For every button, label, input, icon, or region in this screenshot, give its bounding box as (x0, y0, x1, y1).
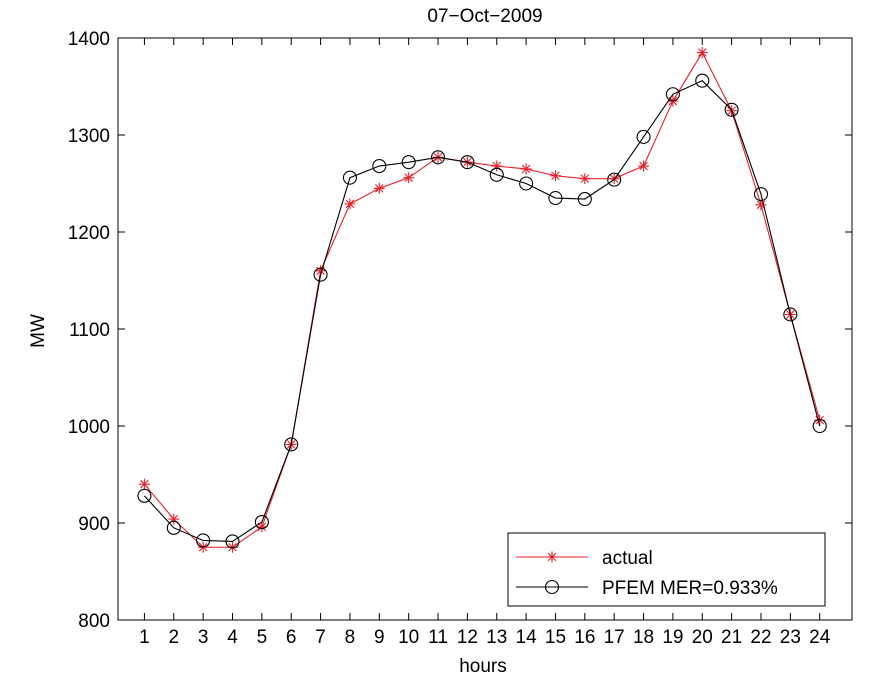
x-tick-label: 1 (139, 627, 150, 648)
x-tick-label: 15 (545, 627, 566, 648)
data-point (520, 163, 532, 175)
y-tick-label: 800 (78, 611, 110, 632)
data-point (372, 158, 387, 174)
x-tick-label: 16 (574, 627, 595, 648)
x-tick-label: 5 (257, 627, 268, 648)
data-point (225, 534, 240, 549)
data-point (519, 176, 534, 191)
x-tick-label: 10 (398, 627, 419, 648)
x-tick-label: 9 (374, 627, 385, 648)
x-tick-label: 24 (809, 627, 831, 648)
data-point (753, 187, 769, 202)
data-point (549, 170, 561, 182)
data-point (577, 191, 592, 207)
axis-ticks: 1 2 3 4 5 6 7 8 9 10 11 12 13 14 15 16 17 18 19 20 21 22 23 248… (68, 29, 852, 648)
y-axis-label: MW (28, 314, 49, 348)
data-point (401, 155, 416, 170)
data-point (607, 172, 622, 187)
legend-box (507, 532, 826, 607)
x-tick-label: 19 (662, 627, 683, 648)
data-point (665, 87, 680, 102)
x-tick-label: 18 (633, 627, 654, 648)
data-point (638, 160, 650, 172)
data-point (196, 533, 211, 548)
x-axis-label: hours (459, 656, 507, 677)
x-tick-label: 14 (516, 627, 538, 648)
y-tick-label: 1400 (68, 29, 110, 50)
data-point (254, 514, 269, 530)
legend: actual PFEM MER=0.933% (507, 532, 826, 607)
x-tick-label: 12 (457, 627, 478, 648)
x-tick-label: 22 (750, 627, 771, 648)
x-tick-label: 23 (780, 627, 801, 648)
data-point (138, 478, 150, 490)
y-tick-label: 1300 (68, 126, 110, 147)
x-tick-label: 3 (198, 627, 209, 648)
x-tick-label: 8 (345, 627, 356, 648)
legend-label: actual (602, 548, 653, 569)
data-point (403, 172, 415, 184)
data-point (812, 418, 827, 434)
data-point (344, 198, 356, 210)
x-tick-label: 20 (692, 627, 713, 648)
data-point (373, 182, 385, 194)
data-point (636, 129, 651, 144)
data-point (696, 47, 708, 59)
y-tick-label: 900 (78, 514, 110, 535)
series-layer (137, 47, 827, 553)
chart-title: 07−Oct−2009 (427, 6, 542, 27)
data-point (548, 191, 563, 206)
x-tick-label: 21 (721, 627, 742, 648)
data-point (313, 267, 328, 282)
legend-marker (546, 551, 558, 563)
y-tick-label: 1000 (68, 417, 110, 438)
data-point (137, 488, 152, 503)
data-point (460, 155, 475, 170)
x-tick-label: 2 (168, 627, 179, 648)
data-point (430, 150, 446, 165)
legend-marker (544, 579, 560, 595)
x-tick-label: 13 (486, 627, 507, 648)
y-tick-label: 1200 (68, 223, 110, 244)
data-point (695, 73, 710, 88)
x-tick-label: 11 (428, 627, 448, 648)
legend-label: PFEM MER=0.933% (602, 578, 778, 599)
x-tick-label: 4 (227, 627, 238, 648)
data-point (342, 170, 357, 185)
data-point (284, 437, 299, 452)
data-point (579, 173, 591, 185)
data-point (489, 167, 504, 182)
y-tick-label: 1100 (69, 320, 110, 341)
data-point (724, 102, 739, 117)
x-tick-label: 7 (315, 627, 326, 648)
data-point (166, 520, 181, 535)
x-tick-label: 6 (286, 627, 297, 648)
plot-area (117, 37, 853, 621)
x-tick-label: 17 (604, 627, 625, 648)
series-line-0 (144, 51, 821, 548)
data-point (783, 307, 798, 322)
